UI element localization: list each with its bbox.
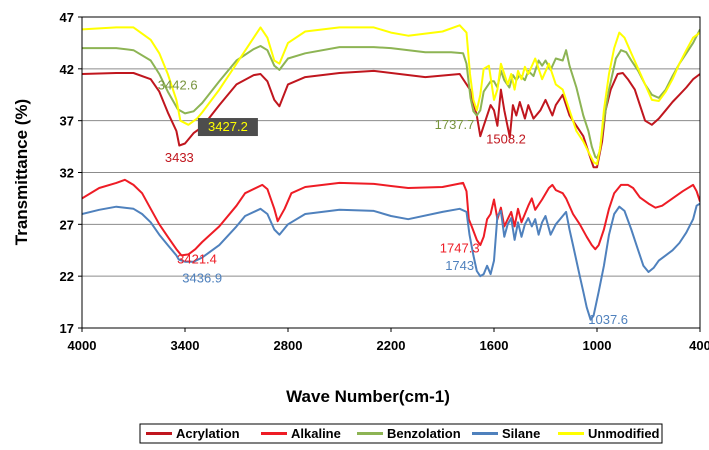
peak-label: 3421.4 — [177, 252, 217, 267]
peak-label: 1737.7 — [435, 117, 475, 132]
legend-label: Silane — [502, 426, 540, 441]
legend-label: Benzolation — [387, 426, 461, 441]
legend-label: Unmodified — [588, 426, 660, 441]
peak-label: 1037.6 — [588, 312, 628, 327]
y-axis-title: Transmittance (%) — [12, 99, 31, 245]
y-tick-label: 32 — [60, 166, 74, 181]
x-tick-label: 1000 — [583, 338, 612, 353]
x-tick-label: 4000 — [68, 338, 97, 353]
x-tick-label: 1600 — [480, 338, 509, 353]
x-tick-label: 400 — [689, 338, 709, 353]
series-line-alkaline — [82, 178, 700, 257]
x-axis-title: Wave Number(cm-1) — [286, 387, 450, 406]
legend-box — [139, 423, 663, 444]
peak-label: 3436.9 — [182, 270, 222, 285]
peak-label: 1508.2 — [486, 131, 526, 146]
y-axis-ticks: 47 42 37 32 27 22 17 — [60, 10, 82, 336]
x-tick-label: 2800 — [274, 338, 303, 353]
peak-label: 3427.2 — [208, 119, 248, 134]
series-line-benzolation — [82, 28, 700, 159]
annotation-highlight — [197, 118, 258, 137]
series-line-silane — [82, 202, 700, 321]
y-tick-label: 47 — [60, 10, 74, 25]
x-tick-label: 3400 — [171, 338, 200, 353]
series-line-unmodified — [82, 24, 700, 166]
peak-label: 1747.3 — [440, 240, 480, 255]
x-tick-label: 2200 — [377, 338, 406, 353]
legend-label: Alkaline — [291, 426, 341, 441]
legend-label: Acrylation — [176, 426, 240, 441]
peak-label: 1743 — [445, 258, 474, 273]
peak-label: 3442.6 — [158, 78, 198, 93]
legend: Acrylation Alkaline Benzolation Silane Unmod… — [146, 426, 660, 441]
series-layer — [82, 24, 700, 321]
y-tick-label: 17 — [60, 321, 74, 336]
y-tick-label: 27 — [60, 217, 74, 232]
y-tick-label: 42 — [60, 62, 74, 77]
x-axis-ticks: 4000 3400 2800 2200 1600 1000 400 — [68, 328, 709, 353]
peak-label: 3433 — [165, 150, 194, 165]
series-line-acrylation — [82, 69, 700, 169]
y-tick-label: 22 — [60, 269, 74, 284]
y-tick-label: 37 — [60, 114, 74, 129]
peak-annotations: 3442.6 3427.2 3433 1737.7 1508.2 3421.4 3436.9… — [158, 78, 628, 327]
